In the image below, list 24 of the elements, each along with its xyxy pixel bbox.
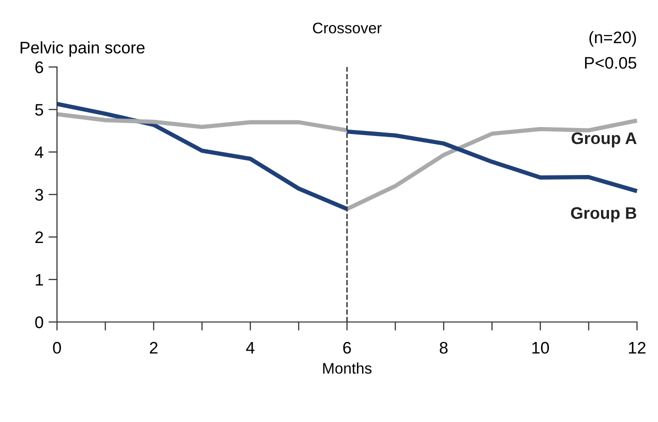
y-tick-label: 1 bbox=[36, 274, 43, 286]
x-tick-label: 12 bbox=[629, 342, 646, 354]
x-tick-label: 0 bbox=[53, 342, 61, 354]
line-series bbox=[54, 102, 350, 212]
x-tick-label: 6 bbox=[343, 342, 351, 354]
y-tick-label: 5 bbox=[35, 104, 44, 116]
y-axis-title: Pelvic pain score bbox=[20, 41, 145, 57]
series-label: Group A bbox=[572, 132, 637, 148]
x-axis-title: Months bbox=[323, 362, 372, 374]
annotation: P<0.05 bbox=[585, 57, 636, 69]
text: (n=20) bbox=[589, 31, 636, 47]
x-tick-label: 2 bbox=[150, 342, 158, 354]
series-label: Group B bbox=[571, 207, 636, 222]
x-tick-label: 10 bbox=[532, 342, 549, 354]
y-tick-label: 3 bbox=[35, 188, 44, 201]
y-tick-label: 2 bbox=[35, 231, 43, 244]
y-tick-label: 0 bbox=[35, 316, 44, 328]
y-tick-label: 4 bbox=[34, 146, 44, 158]
line-series bbox=[54, 112, 350, 132]
ref-line-label: Crossover bbox=[312, 22, 382, 34]
x-tick-label: 4 bbox=[246, 342, 254, 354]
y-tick-label: 6 bbox=[35, 61, 44, 74]
x-tick-label: 8 bbox=[440, 342, 448, 354]
line-series bbox=[344, 130, 640, 194]
